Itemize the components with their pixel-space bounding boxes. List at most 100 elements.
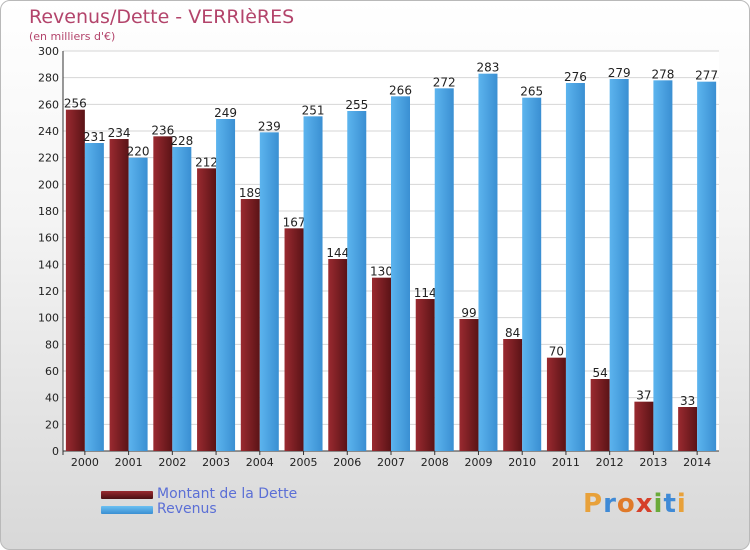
logo-letter: i	[676, 489, 687, 519]
bar-dette	[372, 277, 391, 451]
data-label-dette: 167	[283, 215, 306, 229]
bar-revenus	[216, 119, 236, 451]
y-tick-label: 20	[45, 418, 59, 431]
bar-dette	[634, 401, 654, 451]
logo-letter: r	[603, 489, 617, 519]
data-label-revenus: 283	[477, 61, 500, 75]
x-tick-label: 2001	[115, 456, 143, 469]
y-tick-label: 220	[38, 152, 59, 165]
y-tick-label: 120	[38, 285, 59, 298]
data-label-revenus: 255	[345, 98, 368, 112]
bar-dette	[153, 136, 173, 452]
y-tick-label: 160	[38, 232, 59, 245]
bar-dette	[678, 407, 698, 451]
bar-dette	[109, 139, 129, 451]
y-tick-label: 0	[52, 445, 59, 458]
bar-dette	[415, 299, 435, 451]
data-label-dette: 256	[64, 97, 87, 111]
bar-dette	[328, 259, 348, 451]
bar-revenus	[84, 143, 104, 451]
bar-dette	[503, 339, 523, 451]
data-label-dette: 189	[239, 186, 262, 200]
bar-dette	[546, 357, 566, 451]
y-tick-label: 280	[38, 72, 59, 85]
data-label-revenus: 266	[389, 83, 412, 97]
data-label-dette: 84	[505, 326, 520, 340]
data-label-dette: 37	[636, 389, 651, 403]
legend-swatch-dette	[101, 491, 153, 499]
legend-swatch-revenus	[101, 506, 153, 514]
bar-dette	[65, 109, 85, 452]
x-tick-label: 2009	[464, 456, 492, 469]
data-label-dette: 212	[195, 155, 218, 169]
data-label-revenus: 279	[608, 66, 631, 80]
bar-dette	[240, 199, 260, 451]
x-tick-label: 2002	[158, 456, 186, 469]
bar-revenus	[434, 88, 454, 451]
logo-letter: o	[616, 489, 636, 519]
bar-revenus	[303, 116, 323, 451]
bar-revenus	[347, 111, 367, 451]
bar-revenus	[128, 157, 148, 451]
chart-subtitle: (en milliers d'€)	[29, 30, 116, 43]
y-tick-label: 260	[38, 98, 59, 111]
y-tick-label: 140	[38, 258, 59, 271]
logo-letter: i	[653, 489, 664, 519]
x-tick-label: 2005	[290, 456, 318, 469]
bar-dette	[197, 168, 217, 452]
data-label-revenus: 265	[520, 85, 543, 99]
x-tick-label: 2013	[639, 456, 667, 469]
data-label-dette: 234	[108, 126, 131, 140]
data-label-revenus: 276	[564, 70, 587, 84]
x-tick-label: 2014	[683, 456, 711, 469]
x-tick-label: 2000	[71, 456, 99, 469]
data-label-revenus: 239	[258, 119, 281, 133]
x-tick-label: 2011	[552, 456, 580, 469]
bar-revenus	[609, 79, 629, 451]
bar-revenus	[653, 80, 673, 451]
data-label-dette: 70	[549, 345, 564, 359]
bar-revenus	[391, 96, 410, 451]
legend-label-revenus: Revenus	[157, 501, 217, 517]
data-label-dette: 114	[414, 286, 437, 300]
bar-dette	[590, 379, 610, 451]
legend-label-dette: Montant de la Dette	[157, 486, 298, 502]
data-label-revenus: 220	[127, 145, 150, 159]
bar-dette	[459, 319, 479, 451]
bar-revenus	[172, 147, 192, 451]
proxiti-logo: Proxiti	[583, 489, 687, 519]
y-tick-label: 60	[45, 365, 59, 378]
x-tick-label: 2006	[333, 456, 361, 469]
x-tick-label: 2010	[508, 456, 536, 469]
data-label-dette: 54	[593, 366, 608, 380]
x-tick-label: 2004	[246, 456, 274, 469]
y-tick-label: 240	[38, 125, 59, 138]
data-label-revenus: 251	[302, 103, 325, 117]
y-tick-label: 80	[45, 338, 59, 351]
data-label-dette: 99	[461, 306, 476, 320]
bar-revenus	[522, 97, 542, 452]
data-label-dette: 144	[326, 246, 349, 260]
data-label-revenus: 249	[214, 106, 237, 120]
bar-revenus	[697, 81, 717, 452]
data-label-revenus: 231	[83, 130, 106, 144]
chart-title: Revenus/Dette - VERRIèRES	[29, 6, 295, 28]
x-tick-label: 2012	[596, 456, 624, 469]
data-label-revenus: 228	[170, 134, 193, 148]
bar-revenus	[259, 132, 279, 452]
bar-revenus	[565, 83, 585, 451]
logo-letter: x	[635, 489, 654, 519]
x-tick-label: 2007	[377, 456, 405, 469]
data-label-revenus: 277	[695, 69, 718, 83]
logo-letter: P	[583, 489, 604, 519]
data-label-dette: 33	[680, 394, 695, 408]
x-tick-label: 2003	[202, 456, 230, 469]
y-tick-label: 300	[38, 45, 59, 58]
x-tick-label: 2008	[421, 456, 449, 469]
bar-dette	[284, 228, 304, 451]
y-tick-label: 180	[38, 205, 59, 218]
logo-letter: t	[663, 489, 677, 519]
data-label-dette: 130	[370, 265, 393, 279]
